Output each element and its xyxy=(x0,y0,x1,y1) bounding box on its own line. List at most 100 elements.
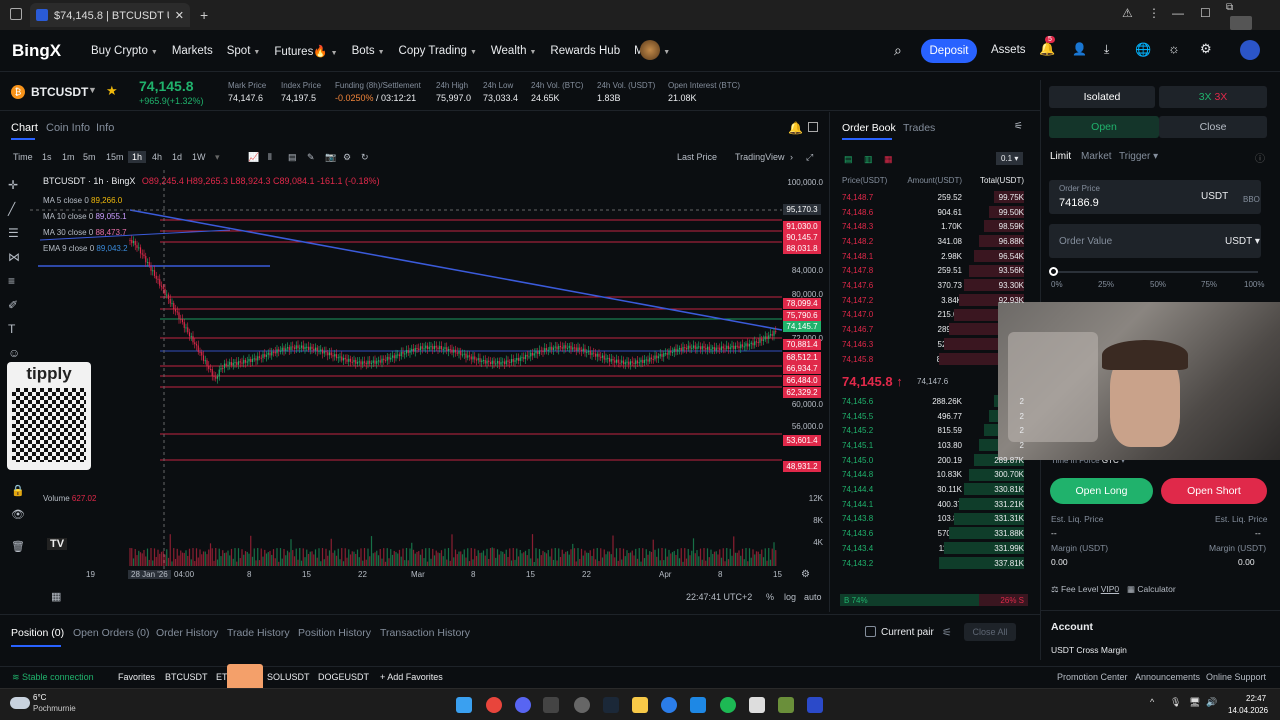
discord-icon[interactable] xyxy=(515,697,531,713)
symbol-dropdown-icon[interactable]: ▼ xyxy=(88,85,97,95)
weather-cloud-icon[interactable] xyxy=(10,697,30,709)
chrome-icon[interactable] xyxy=(486,697,502,713)
warning-icon[interactable]: ⚠ xyxy=(1122,6,1133,20)
open-short-button[interactable]: Open Short xyxy=(1161,478,1267,504)
close-tab-button[interactable]: Close xyxy=(1159,116,1267,138)
tab-position[interactable]: Position (0) xyxy=(11,627,65,639)
timeframe-1h[interactable]: 1h xyxy=(128,151,147,163)
tab-position-history[interactable]: Position History xyxy=(298,627,371,639)
timeframe-1w[interactable]: 1W xyxy=(192,152,206,162)
auto-scale-toggle[interactable]: auto xyxy=(804,592,822,602)
menu-dots-icon[interactable]: ⋮ xyxy=(1148,6,1160,20)
tray-chevron-icon[interactable]: ^ xyxy=(1150,697,1155,707)
timeframe-dropdown-icon[interactable]: ▾ xyxy=(215,152,220,162)
margin-mode-button[interactable]: Isolated xyxy=(1049,86,1155,108)
nav-markets[interactable]: Markets xyxy=(171,44,213,57)
tab-open-orders[interactable]: Open Orders (0) xyxy=(73,627,150,639)
view-dropdown-icon[interactable]: › xyxy=(790,152,793,162)
timeframe-4h[interactable]: 4h xyxy=(152,152,163,162)
draw-icon[interactable]: ✎ xyxy=(307,152,315,162)
timeframe-1d[interactable]: 1d xyxy=(172,152,183,162)
leverage-button[interactable]: 3X 3X xyxy=(1159,86,1267,108)
settings-gear-icon[interactable]: ⚙ xyxy=(1200,41,1212,56)
view-bids-icon[interactable]: ▥ xyxy=(864,154,873,164)
bid-row[interactable]: 74,145.5 496.77 2 xyxy=(834,409,1030,424)
trendline-icon[interactable]: ╱ xyxy=(8,202,16,216)
close-all-button[interactable]: Close All xyxy=(964,623,1016,641)
download-icon[interactable]: ⤓ xyxy=(1104,42,1110,56)
network-icon[interactable]: 🖥 xyxy=(1189,697,1201,707)
app-icon[interactable] xyxy=(749,697,765,713)
promo-avatar-icon[interactable] xyxy=(640,40,660,60)
tick-size-select[interactable]: 0.1 ▾ xyxy=(996,152,1024,165)
restore-icon[interactable]: ⧉ xyxy=(1226,2,1234,13)
tab-transaction-history[interactable]: Transaction History xyxy=(380,627,471,639)
timeframe-1s[interactable]: 1s xyxy=(42,152,52,162)
open-tab-button[interactable]: Open xyxy=(1049,116,1159,138)
ask-row[interactable]: 74,148.3 1.70K 98.59K xyxy=(834,219,1030,234)
emoji-icon[interactable]: ☺ xyxy=(8,346,21,360)
obs-icon[interactable] xyxy=(574,697,590,713)
favorites-label[interactable]: Favorites xyxy=(118,672,156,682)
online-support-link[interactable]: Online Support xyxy=(1206,672,1267,682)
favorite-solusdt[interactable]: SOLUSDT xyxy=(267,672,310,682)
bid-row[interactable]: 74,143.6570.90331.88K xyxy=(834,526,1030,541)
windows-start-icon[interactable] xyxy=(456,697,472,713)
chart-type-icon[interactable]: 📈 xyxy=(248,152,260,162)
bid-row[interactable]: 74,143.8 103.80 331.31K xyxy=(834,512,1030,527)
timeframe-time[interactable]: Time xyxy=(13,152,33,162)
bid-row[interactable]: 74,145.1 103.80 2 xyxy=(834,438,1030,453)
new-tab-button[interactable]: + xyxy=(200,7,209,23)
ask-row[interactable]: 74,147.6 370.73 93.30K xyxy=(834,278,1030,293)
view-asks-icon[interactable]: ▦ xyxy=(884,154,893,164)
bid-row[interactable]: 74,143.25.81K337.81K xyxy=(834,556,1030,571)
steam-icon[interactable] xyxy=(603,697,619,713)
app-icon[interactable] xyxy=(543,697,559,713)
app-c-icon[interactable] xyxy=(661,697,677,713)
pattern-icon[interactable]: ⋈ xyxy=(8,250,20,264)
calendar-icon[interactable]: ▦ xyxy=(51,591,62,603)
order-type-trigger[interactable]: Trigger ▾ xyxy=(1119,151,1159,162)
trash-icon[interactable]: 🗑 xyxy=(11,541,25,553)
search-icon[interactable]: ⌕ xyxy=(894,42,902,58)
order-type-limit[interactable]: Limit xyxy=(1050,151,1072,162)
volume-icon[interactable]: 🔊 xyxy=(1206,697,1218,707)
log-scale-toggle[interactable]: log xyxy=(784,592,797,602)
timeframe-1m[interactable]: 1m xyxy=(62,152,75,162)
order-price-input[interactable]: Order Price 74186.9 USDT xyxy=(1049,180,1261,214)
assets-link[interactable]: Assets xyxy=(991,44,1026,56)
minecraft-icon[interactable] xyxy=(778,697,794,713)
nav-rewards-hub[interactable]: Rewards Hub xyxy=(550,44,621,57)
promotion-center-link[interactable]: Promotion Center xyxy=(1057,672,1128,682)
camera-icon[interactable]: 📷 xyxy=(325,152,337,162)
candles-icon[interactable]: ⫴ xyxy=(268,152,272,162)
timeframe-5m[interactable]: 5m xyxy=(83,152,96,162)
nav-wealth[interactable]: Wealth ▼ xyxy=(490,44,537,57)
ask-row[interactable]: 74,148.7 259.52 99.75K xyxy=(834,190,1030,205)
bid-row[interactable]: 74,145.0 200.19 289.87K xyxy=(834,453,1030,468)
folder-icon[interactable] xyxy=(632,697,648,713)
theme-sun-icon[interactable]: ☼ xyxy=(1168,41,1180,56)
favorite-dogeusdt[interactable]: DOGEUSDT xyxy=(318,672,370,682)
nav-buy-crypto[interactable]: Buy Crypto ▼ xyxy=(91,44,158,57)
lock-icon[interactable]: 🔒 xyxy=(11,485,25,497)
refresh-icon[interactable]: ↻ xyxy=(361,152,369,162)
axis-settings-icon[interactable]: ⚙ xyxy=(801,569,810,580)
alert-bell-icon[interactable]: 🔔 xyxy=(788,121,803,135)
fullscreen-icon[interactable]: ⤢ xyxy=(806,152,814,162)
value-currency-select[interactable]: USDT ▾ xyxy=(1225,236,1260,247)
bingx-app-icon[interactable] xyxy=(807,697,823,713)
timeframe-15m[interactable]: 15m xyxy=(106,152,124,162)
order-type-market[interactable]: Market xyxy=(1081,151,1112,162)
spotify-icon[interactable] xyxy=(720,697,736,713)
current-pair-checkbox[interactable] xyxy=(865,626,876,637)
symbol-name[interactable]: BTCUSDT xyxy=(31,85,89,99)
ask-row[interactable]: 74,147.8 259.51 93.56K xyxy=(834,264,1030,279)
bid-row[interactable]: 74,143.4111.21331.99K xyxy=(834,541,1030,556)
open-long-button[interactable]: Open Long xyxy=(1050,478,1153,504)
expand-panel-icon[interactable] xyxy=(808,122,818,132)
add-favorites-button[interactable]: + Add Favorites xyxy=(380,672,443,682)
tab-chart[interactable]: Chart xyxy=(11,122,38,134)
bell-icon[interactable]: 🔔 xyxy=(1039,41,1056,56)
bbo-button[interactable]: BBO xyxy=(1243,195,1260,204)
